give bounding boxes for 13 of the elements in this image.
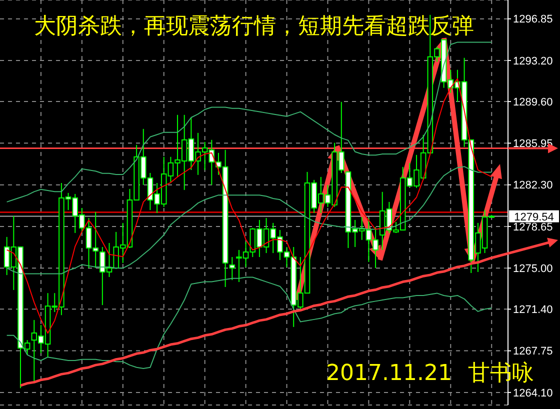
y-tick-label: 1285.95 <box>513 138 553 150</box>
y-tick-label: 1267.75 <box>513 346 553 358</box>
y-tick-label: 1264.10 <box>513 387 553 400</box>
y-tick-label: 1296.85 <box>513 14 553 26</box>
y-tick-label: 1275.00 <box>513 263 553 276</box>
y-tick-label: 1278.65 <box>513 221 553 234</box>
text: 大阴杀跌，再现震荡行情，短期先看超跌反弹 <box>34 14 474 40</box>
y-tick-label: 1293.20 <box>513 55 553 68</box>
ref-line-label: 1279.54 <box>514 211 554 224</box>
annotation: 2017.11.21 <box>326 361 452 386</box>
y-tick-label: 1271.40 <box>513 304 553 316</box>
y-tick-label: 1282.30 <box>513 180 553 192</box>
y-tick-label: 1289.60 <box>513 96 553 108</box>
